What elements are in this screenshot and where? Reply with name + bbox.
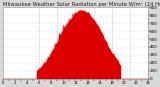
Text: Milwaukee Weather Solar Radiation per Minute W/m² (24 Hours): Milwaukee Weather Solar Radiation per Mi… bbox=[3, 2, 160, 7]
